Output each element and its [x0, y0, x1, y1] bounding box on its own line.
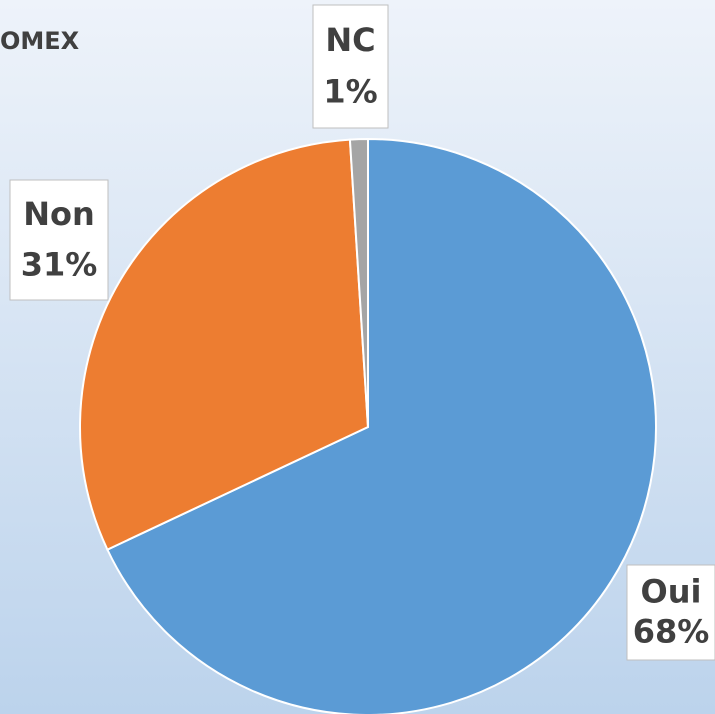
category-label: Oui [641, 573, 702, 611]
label-box [626, 564, 715, 661]
value-label: 1% [323, 73, 377, 111]
pie-slice [79, 138, 370, 551]
pie-slice [348, 137, 369, 428]
value-label: 31% [21, 245, 98, 283]
category-label: Non [23, 195, 95, 233]
category-label: NC [325, 21, 375, 59]
label-box [9, 179, 109, 301]
pie-slice [106, 137, 657, 714]
value-label: 68% [633, 612, 710, 650]
label-box [312, 4, 389, 129]
corner-text: OMEX [0, 27, 80, 55]
